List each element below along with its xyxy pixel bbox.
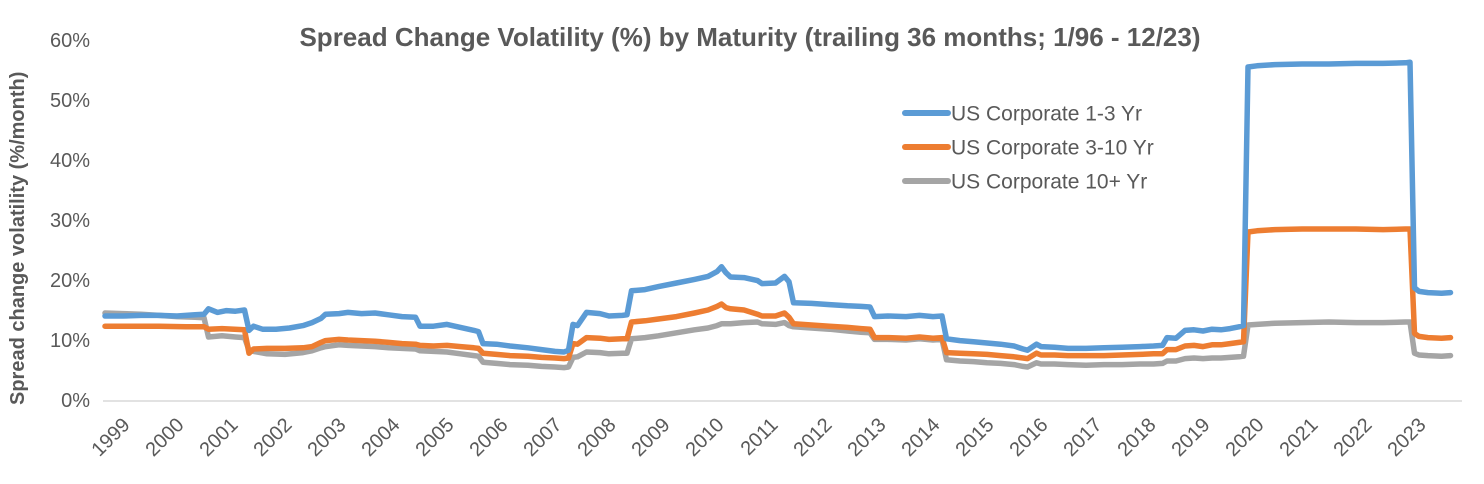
y-tick-label-30%: 30%	[50, 210, 90, 232]
x-tick-label-2022: 2022	[1330, 414, 1377, 461]
x-tick-label-2013: 2013	[844, 414, 891, 461]
x-tick-label-2007: 2007	[520, 414, 567, 461]
y-axis-tick-labels: 0% 10% 20% 30% 40% 50% 60%	[50, 30, 90, 412]
legend-label: US Corporate 1-3 Yr	[951, 103, 1142, 126]
legend-label: US Corporate 10+ Yr	[951, 171, 1147, 194]
x-tick-label-2010: 2010	[682, 414, 729, 461]
legend-item-us-corporate-3-10-yr[interactable]: US Corporate 3-10 Yr	[902, 137, 1154, 160]
x-axis-year-labels: 1999 2000 2001 2002 2003 2004 2005 2006 2007 2008…	[88, 414, 1431, 461]
x-tick-label-2002: 2002	[250, 414, 297, 461]
y-axis-title: Spread change volatility (%/month)	[7, 72, 29, 405]
x-tick-label-2005: 2005	[412, 414, 459, 461]
series-line-us-corporate-3-10-yr	[102, 226, 1454, 362]
legend: US Corporate 1-3 Yr US Corporate 3-10 Yr U…	[902, 103, 1154, 194]
x-tick-label-2000: 2000	[142, 414, 189, 461]
x-tick-label-2004: 2004	[358, 414, 405, 461]
y-tick-label-60%: 60%	[50, 30, 90, 52]
x-tick-label-2023: 2023	[1384, 414, 1431, 461]
x-tick-label-2017: 2017	[1060, 414, 1107, 461]
series-line-us-corporate-10-yr	[102, 310, 1454, 371]
x-tick-label-2018: 2018	[1114, 414, 1161, 461]
x-tick-label-2008: 2008	[574, 414, 621, 461]
x-tick-label-2015: 2015	[952, 414, 999, 461]
x-tick-label-2012: 2012	[790, 414, 837, 461]
x-tick-label-2021: 2021	[1276, 414, 1323, 461]
x-tick-label-2001: 2001	[196, 414, 243, 461]
x-tick-label-1999: 1999	[88, 414, 135, 461]
y-tick-label-10%: 10%	[50, 330, 90, 352]
chart-title: Spread Change Volatility (%) by Maturity…	[299, 22, 1200, 52]
series-line-us-corporate-1-3-yr	[102, 59, 1454, 355]
y-tick-label-50%: 50%	[50, 90, 90, 112]
y-tick-label-0%: 0%	[61, 390, 90, 412]
legend-item-us-corporate-10-yr[interactable]: US Corporate 10+ Yr	[902, 171, 1147, 194]
y-tick-label-20%: 20%	[50, 270, 90, 292]
x-tick-label-2006: 2006	[466, 414, 513, 461]
legend-label: US Corporate 3-10 Yr	[951, 137, 1154, 160]
x-tick-label-2009: 2009	[628, 414, 675, 461]
legend-item-us-corporate-1-3-yr[interactable]: US Corporate 1-3 Yr	[902, 103, 1142, 126]
x-tick-label-2020: 2020	[1222, 414, 1269, 461]
series-lines	[102, 59, 1454, 371]
y-tick-label-40%: 40%	[50, 150, 90, 172]
x-tick-label-2011: 2011	[737, 414, 783, 460]
x-tick-label-2014: 2014	[898, 414, 945, 461]
x-tick-label-2003: 2003	[304, 414, 351, 461]
x-tick-label-2016: 2016	[1006, 414, 1053, 461]
x-tick-label-2019: 2019	[1168, 414, 1215, 461]
